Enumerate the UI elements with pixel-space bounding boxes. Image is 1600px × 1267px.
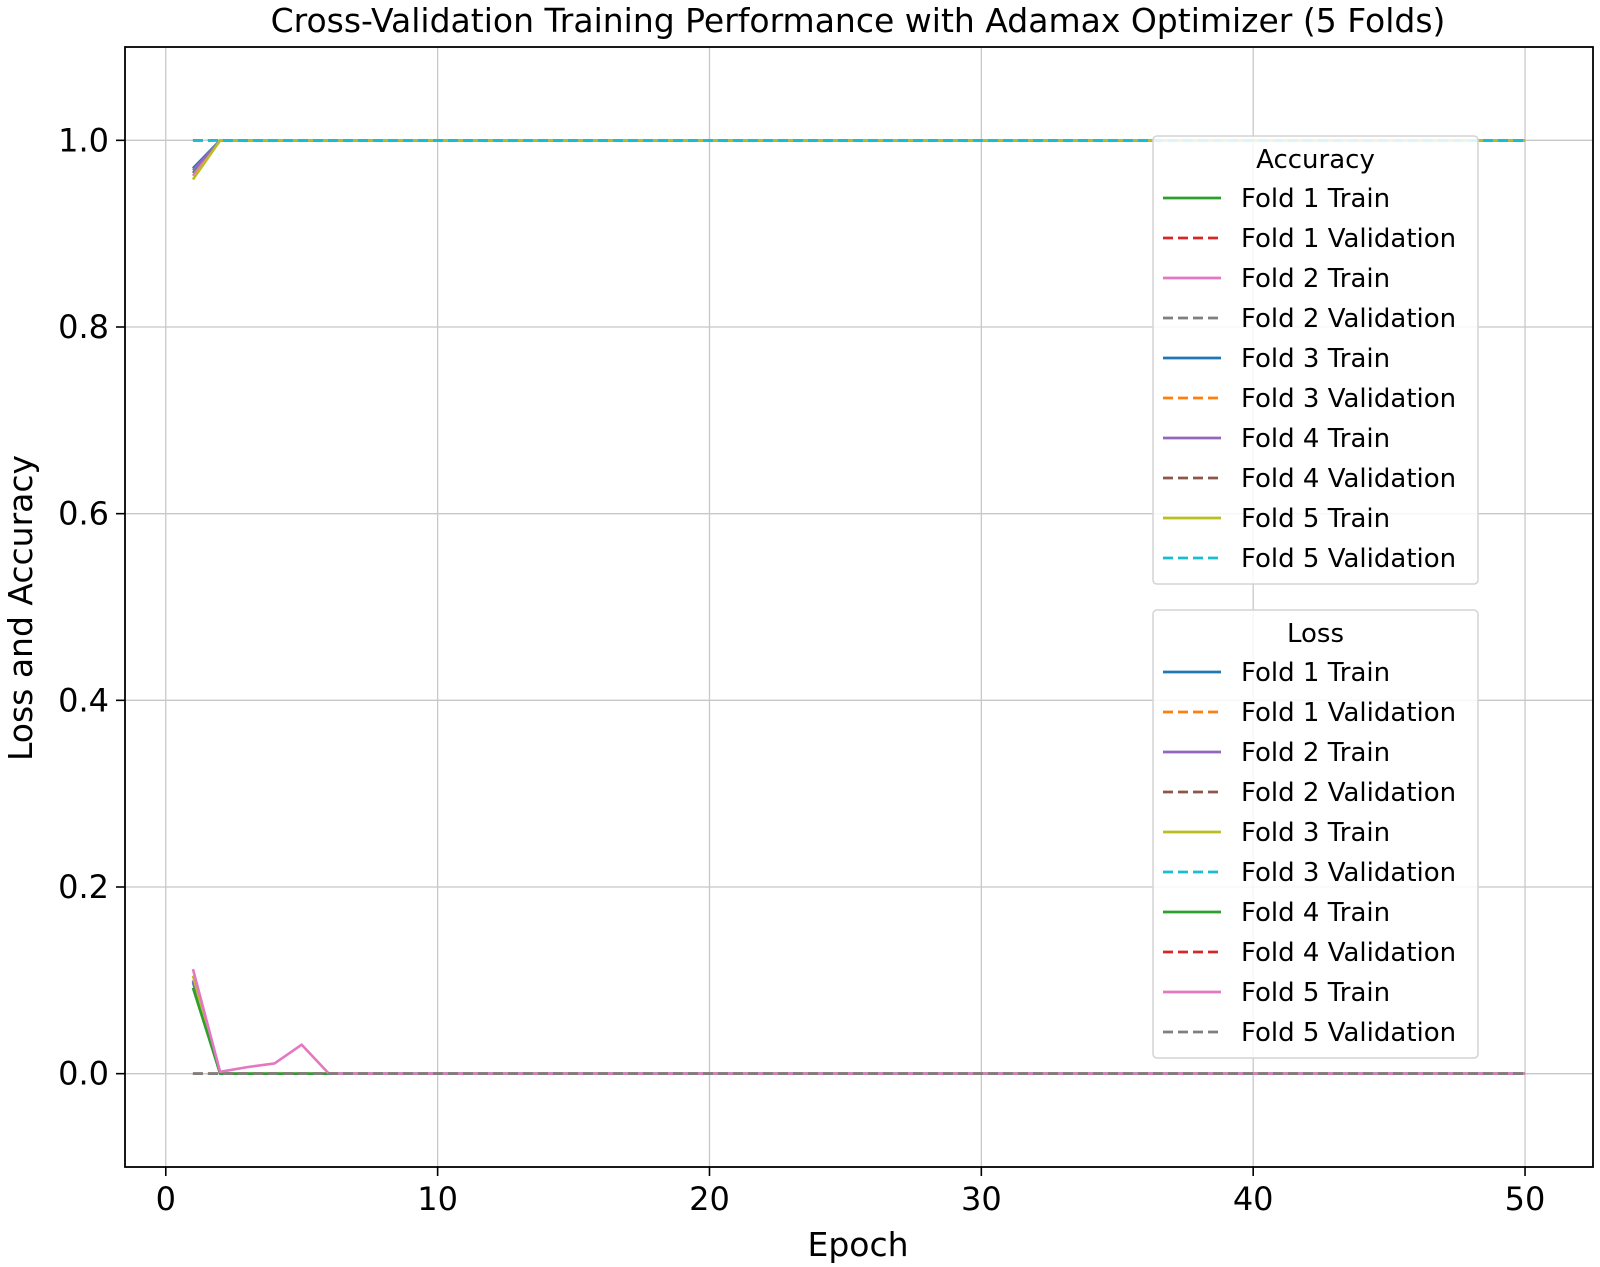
legend-loss: Loss Fold 1 Train Fold 1 Validation Fold 2 … xyxy=(1152,609,1479,1059)
legend-layer: Accuracy Fold 1 Train Fold 1 Validation Fol… xyxy=(1152,135,1479,1059)
series-layer xyxy=(191,139,1526,1075)
legend-label: Fold 4 Train xyxy=(1241,898,1390,928)
y-tick-label: 0.0 xyxy=(58,1055,109,1093)
plot-frame xyxy=(124,46,1594,1168)
legend-label: Fold 3 Train xyxy=(1241,344,1390,374)
x-tick-label: 10 xyxy=(417,1180,458,1218)
legend-label: Fold 1 Train xyxy=(1241,184,1390,214)
legend-label: Fold 4 Validation xyxy=(1241,464,1456,494)
x-tick-label: 40 xyxy=(1233,1180,1274,1218)
legend-label: Fold 4 Validation xyxy=(1241,938,1456,968)
legend-title: Loss xyxy=(1287,619,1344,649)
legend-label: Fold 1 Train xyxy=(1241,658,1390,688)
legend-label: Fold 4 Train xyxy=(1241,424,1390,454)
legend-title: Accuracy xyxy=(1256,145,1375,175)
legend-label: Fold 5 Validation xyxy=(1241,1018,1456,1048)
legend-label: Fold 1 Validation xyxy=(1241,224,1456,254)
legend-label: Fold 2 Train xyxy=(1241,264,1390,294)
tick-layer: 0 10 20 30 40 50 0.0 0.2 0.4 0.6 0.8 1.0 xyxy=(58,121,1545,1218)
y-tick-label: 0.2 xyxy=(58,868,109,906)
legend-label: Fold 3 Train xyxy=(1241,818,1390,848)
y-axis-label: Loss and Accuracy xyxy=(1,455,40,761)
x-tick-label: 50 xyxy=(1505,1180,1546,1218)
legend-label: Fold 2 Validation xyxy=(1241,304,1456,334)
legend-label: Fold 3 Validation xyxy=(1241,858,1456,888)
legend-label: Fold 2 Train xyxy=(1241,738,1390,768)
x-axis-label: Epoch xyxy=(807,1225,908,1264)
legend-box xyxy=(1152,135,1479,585)
x-tick-label: 30 xyxy=(961,1180,1002,1218)
y-tick-label: 1.0 xyxy=(58,121,109,159)
legend-label: Fold 2 Validation xyxy=(1241,778,1456,808)
legend-label: Fold 1 Validation xyxy=(1241,698,1456,728)
legend-label: Fold 5 Train xyxy=(1241,504,1390,534)
y-tick-label: 0.6 xyxy=(58,495,109,533)
legend-label: Fold 5 Validation xyxy=(1241,544,1456,574)
y-tick-label: 0.8 xyxy=(58,308,109,346)
x-tick-label: 0 xyxy=(156,1180,176,1218)
legend-accuracy: Accuracy Fold 1 Train Fold 1 Validation Fol… xyxy=(1152,135,1479,585)
y-tick-label: 0.4 xyxy=(58,681,109,719)
legend-label: Fold 3 Validation xyxy=(1241,384,1456,414)
legend-label: Fold 5 Train xyxy=(1241,978,1390,1008)
legend-box xyxy=(1152,609,1479,1059)
x-tick-label: 20 xyxy=(689,1180,730,1218)
chart-title: Cross-Validation Training Performance wi… xyxy=(271,1,1446,40)
